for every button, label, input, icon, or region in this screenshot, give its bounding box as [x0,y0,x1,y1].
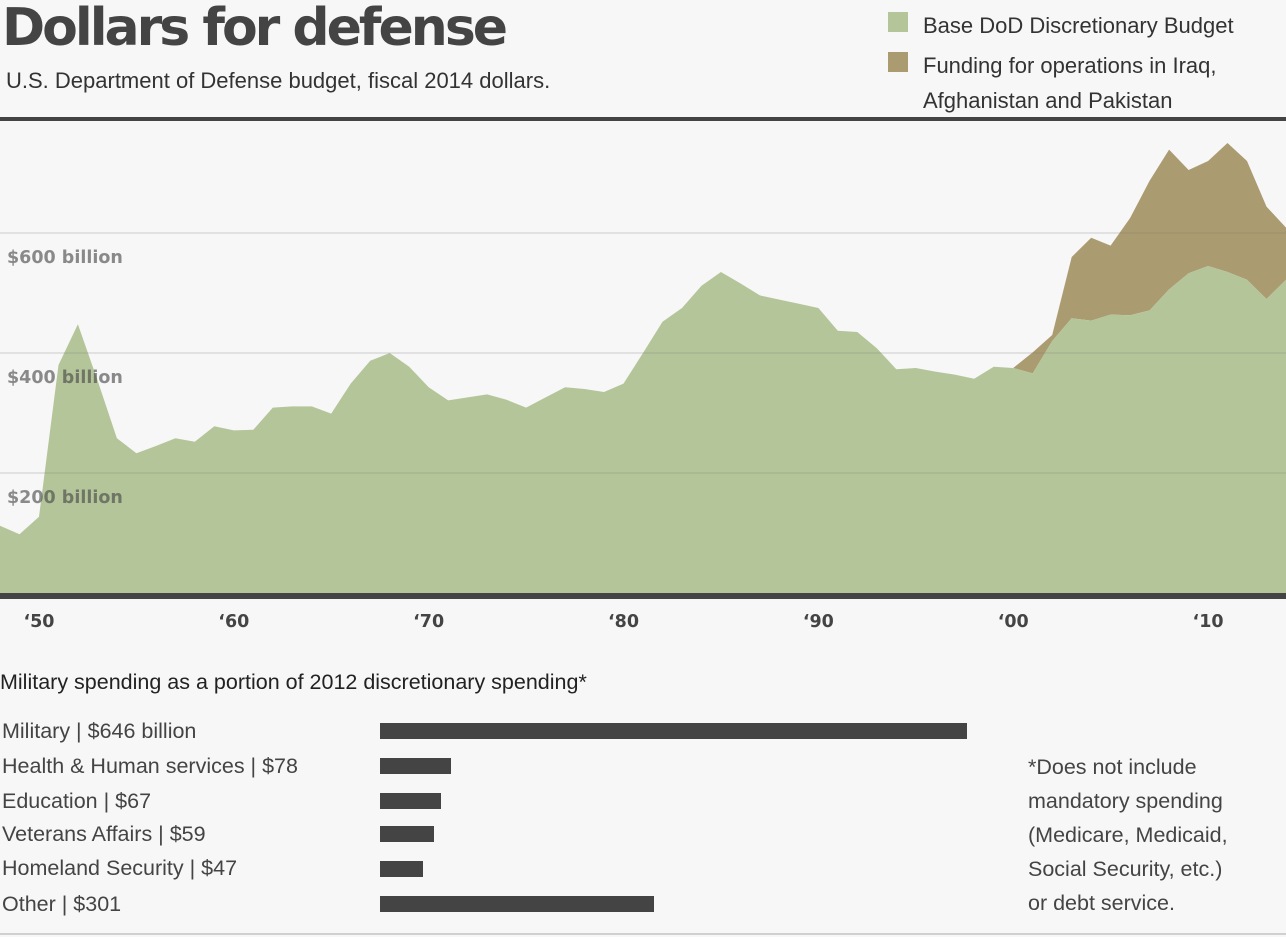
legend-swatch-war [888,52,908,72]
area-chart: $200 billion $400 billion $600 billion ‘50 ‘… [0,143,1286,632]
legend-label-war-line1: Funding for operations in Iraq, [923,53,1217,78]
bar-veterans [380,826,434,842]
bar-label-education: Education | $67 [2,789,152,813]
footnote-line-3: (Medicare, Medicaid, [1028,823,1228,847]
x-tick-label-1980: ‘80 [608,612,639,632]
x-tick-label-1970: ‘70 [413,612,444,632]
x-tick-label-1950: ‘50 [23,612,54,632]
footnote-line-4: Social Security, etc.) [1028,857,1223,881]
footnote-line-2: mandatory spending [1028,789,1223,813]
bar-homeland [380,861,423,877]
bar-label-other: Other | $301 [2,892,122,916]
bottom-rule [0,933,1286,935]
bar-other [380,896,654,912]
bar-label-homeland: Homeland Security | $47 [2,856,238,880]
bar-label-health: Health & Human services | $78 [2,754,298,778]
chart-title: Dollars for defense [2,0,508,58]
legend-item-war: Funding for operations in Iraq, Afghanis… [888,48,1268,118]
legend-label-base: Base DoD Discretionary Budget [923,13,1234,38]
bar-health [380,758,451,774]
y-tick-label-400: $400 billion [7,368,123,388]
legend-swatch-base [888,12,908,32]
legend-item-base: Base DoD Discretionary Budget [888,8,1268,43]
footnote: *Does not include mandatory spending (Me… [1028,750,1228,920]
y-tick-label-600: $600 billion [7,248,123,268]
chart-subtitle: U.S. Department of Defense budget, fisca… [6,68,551,93]
footnote-line-1: *Does not include [1028,755,1197,779]
bar-military [380,723,967,739]
area-series-war-funding [0,143,1286,535]
bar-label-veterans: Veterans Affairs | $59 [2,822,206,846]
footnote-line-5: or debt service. [1028,891,1175,915]
bar-chart-title: Military spending as a portion of 2012 d… [0,670,587,694]
y-tick-label-200: $200 billion [7,488,123,508]
top-rule [0,117,1286,121]
x-axis-baseline [0,593,1286,599]
bar-label-military: Military | $646 billion [2,719,197,743]
legend: Base DoD Discretionary Budget Funding fo… [888,8,1268,118]
area-series-base-budget [0,266,1286,593]
x-tick-label-1960: ‘60 [218,612,249,632]
bar-education [380,793,441,809]
x-tick-label-2010: ‘10 [1193,612,1224,632]
legend-label-war-line2: Afghanistan and Pakistan [923,88,1173,113]
x-tick-label-1990: ‘90 [803,612,834,632]
x-tick-label-2000: ‘00 [998,612,1029,632]
